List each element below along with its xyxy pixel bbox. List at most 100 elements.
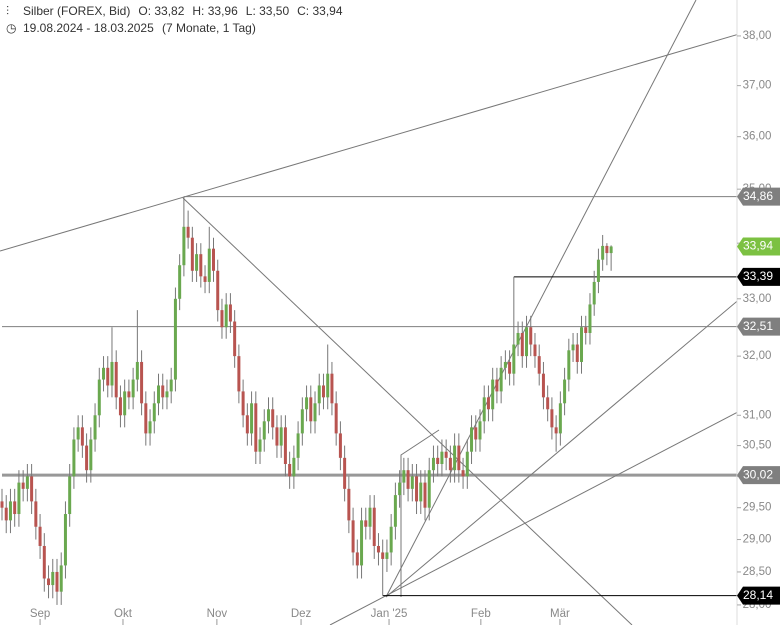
- candle-body: [38, 526, 42, 546]
- candle-body: [118, 397, 122, 416]
- price-label: 33,39: [743, 269, 773, 283]
- y-tick-label: 36,00: [743, 131, 772, 143]
- candle-body: [448, 457, 452, 471]
- candle-body: [529, 327, 533, 345]
- candle-body: [381, 552, 385, 559]
- candle-body: [220, 310, 224, 328]
- candle-body: [461, 470, 465, 477]
- candle-body: [334, 403, 338, 434]
- candle-body: [110, 361, 114, 386]
- candle-body: [470, 427, 474, 452]
- candle-body: [406, 470, 410, 489]
- candle-body: [338, 433, 342, 458]
- candle-body: [321, 385, 325, 398]
- candle-body: [30, 476, 34, 502]
- candle-body: [305, 397, 309, 410]
- candle-body: [85, 445, 89, 471]
- candle-body: [436, 457, 440, 464]
- candle-body: [537, 356, 541, 374]
- trend-line: [385, 300, 737, 598]
- candle-body: [360, 520, 364, 566]
- candle-body: [558, 403, 562, 434]
- candle-body: [533, 344, 537, 357]
- header-value: L: 33,50: [246, 4, 290, 18]
- candle-body: [575, 344, 579, 362]
- y-tick-label: 37,00: [743, 80, 772, 92]
- price-label: 32,51: [743, 319, 773, 333]
- candle-body: [330, 373, 334, 404]
- candle-body: [127, 391, 131, 398]
- candle-body: [144, 403, 148, 434]
- candle-body: [609, 246, 613, 254]
- candle-body: [123, 391, 127, 416]
- candle-body: [68, 476, 72, 515]
- candle-body: [80, 427, 84, 446]
- candle-body: [21, 482, 25, 489]
- candle-body: [516, 332, 520, 345]
- candle-body: [17, 482, 21, 515]
- candle-body: [13, 501, 17, 515]
- candle-body: [309, 397, 313, 422]
- x-tick-label: Okt: [114, 608, 133, 620]
- candle-body: [482, 397, 486, 422]
- candle-body: [601, 245, 605, 260]
- candle-body: [419, 482, 423, 502]
- header-value: O: 33,82: [138, 4, 184, 18]
- candle-body: [0, 501, 4, 508]
- candle-body: [440, 451, 444, 464]
- candle-body: [89, 439, 93, 471]
- date-range: 19.08.2024 - 18.03.2025: [23, 21, 154, 35]
- candle-body: [546, 397, 550, 410]
- price-label-bg: [737, 317, 780, 336]
- candle-body: [216, 270, 220, 311]
- y-tick-label: 29,50: [743, 502, 772, 514]
- candle-body: [152, 403, 156, 422]
- candle-body: [588, 304, 592, 333]
- candle-body: [102, 367, 106, 380]
- candle-body: [271, 409, 275, 428]
- x-tick-label: Sep: [30, 608, 50, 620]
- trend-line: [385, 0, 697, 598]
- candle-body: [279, 427, 283, 446]
- candle-body: [157, 385, 161, 404]
- candle-body: [199, 254, 203, 277]
- candle-body: [140, 361, 144, 404]
- candle-body: [465, 451, 469, 477]
- trend-line: [329, 411, 737, 625]
- trend-line: [182, 197, 633, 625]
- price-label: 30,02: [743, 467, 773, 481]
- candle-body: [275, 427, 279, 446]
- candle-body: [42, 545, 46, 579]
- y-tick-label: 38,00: [743, 30, 772, 42]
- candle-body: [486, 397, 490, 410]
- candle-body: [258, 439, 262, 452]
- candle-body: [224, 304, 228, 328]
- candle-body: [499, 367, 503, 392]
- candle-body: [288, 463, 292, 477]
- candle-body: [254, 403, 258, 452]
- x-tick-label: Nov: [207, 608, 228, 620]
- y-tick-label: 30,50: [743, 440, 772, 452]
- candle-body: [313, 403, 317, 422]
- candle-body: [592, 281, 596, 305]
- candle-body: [195, 254, 199, 271]
- candle-body: [495, 379, 499, 392]
- candle-body: [114, 361, 118, 398]
- candle-body: [203, 276, 207, 282]
- candle-body: [237, 356, 241, 392]
- period: (7 Monate, 1 Tag): [162, 21, 256, 35]
- candle-body: [266, 409, 270, 422]
- trend-line: [400, 429, 440, 597]
- candle-body: [4, 507, 8, 521]
- candle-body: [161, 385, 165, 398]
- trend-line: [0, 34, 737, 252]
- clock-icon: ◷: [6, 21, 16, 35]
- candle-body: [427, 470, 431, 508]
- candle-body: [580, 327, 584, 362]
- candle-body: [453, 445, 457, 471]
- candle-body: [508, 361, 512, 374]
- title: Silber (FOREX, Bid): [23, 4, 130, 18]
- header: ⫶ Silber (FOREX, Bid) ◷ 19.08.2024 - 18.…: [6, 4, 256, 35]
- candle-body: [93, 415, 97, 440]
